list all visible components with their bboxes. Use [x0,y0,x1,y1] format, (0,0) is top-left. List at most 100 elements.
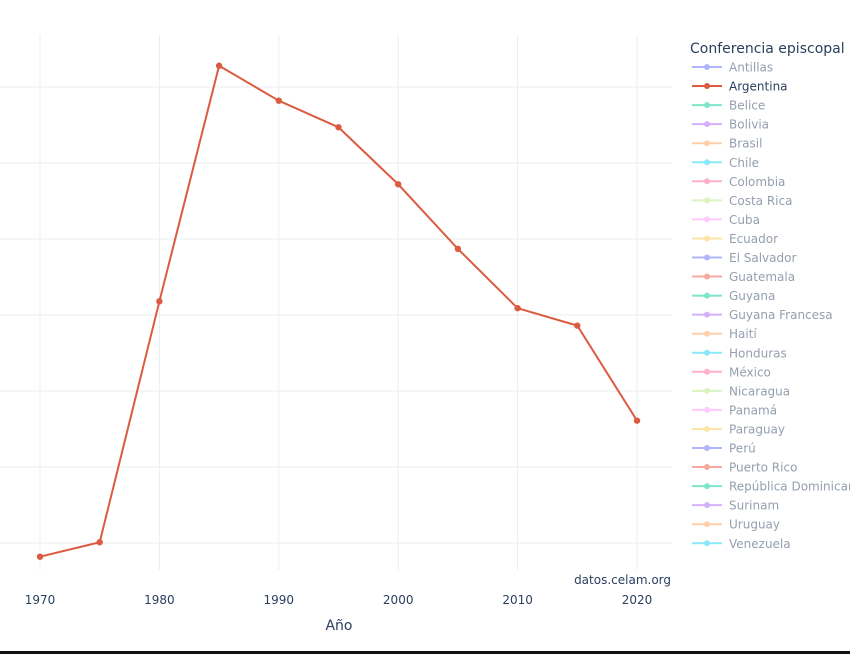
legend-label: Haití [729,327,757,341]
data-point [514,304,521,312]
legend-item[interactable]: Guyana Francesa [692,308,833,322]
legend-item[interactable]: Haití [692,327,757,341]
legend-label: El Salvador [729,251,796,265]
legend-marker-icon [704,140,710,147]
legend-label: Guatemala [729,270,795,284]
legend-marker-icon [704,216,710,223]
source-annotation: datos.celam.org [574,573,671,587]
data-point [275,97,282,104]
legend-marker-icon [704,521,710,528]
legend-item[interactable]: Antillas [692,61,773,75]
legend-item[interactable]: Chile [692,156,759,170]
x-tick-label: 2010 [502,593,533,607]
legend-label: Costa Rica [729,194,792,208]
legend-marker-icon [704,311,710,318]
legend-label: Ecuador [729,232,778,246]
data-point [454,245,462,253]
legend-marker-icon [704,406,710,413]
data-point [395,181,402,188]
legend-label: Antillas [729,61,773,75]
legend-marker-icon [704,197,710,204]
legend-item[interactable]: República Dominicana [692,480,850,494]
legend-item[interactable]: Guatemala [692,270,795,284]
legend-item[interactable]: Panamá [692,403,777,417]
legend-item[interactable]: Brasil [692,137,762,151]
legend-label: Paraguay [729,422,785,436]
legend-label: Argentina [729,80,788,94]
legend-item[interactable]: Costa Rica [692,194,792,208]
legend-marker-icon [704,349,710,356]
legend-label: República Dominicana [729,480,850,494]
series-group [36,62,641,560]
legend-marker-icon [704,102,710,109]
legend-marker-icon [704,368,710,375]
legend-item[interactable]: El Salvador [692,251,796,265]
legend-label: Brasil [729,137,762,151]
legend-marker-icon [704,483,710,490]
legend-marker-icon [704,445,710,451]
legend-item[interactable]: Uruguay [692,518,780,532]
legend-marker-icon [704,502,710,509]
legend-label: Chile [729,156,759,170]
x-axis-ticks: 1970 1980 1990 2000 2010 2020 [25,593,653,607]
legend-item[interactable]: Perú [692,442,756,456]
legend-item[interactable]: Argentina [692,80,788,94]
legend-label: Cuba [729,213,760,227]
legend-label: Venezuela [729,537,791,551]
legend-label: Guyana Francesa [729,308,833,322]
legend-item[interactable]: México [692,365,771,379]
legend-item[interactable]: Cuba [692,213,760,227]
legend-marker-icon [704,464,710,471]
legend-item[interactable]: Honduras [692,346,787,360]
legend-item[interactable]: Paraguay [692,422,785,436]
x-tick-label: 1980 [144,593,175,607]
legend-item[interactable]: Bolivia [692,118,769,132]
legend-item[interactable]: Guyana [692,289,775,303]
legend-marker-icon [704,254,710,261]
legend-item[interactable]: Belice [692,99,765,113]
x-tick-label: 1970 [25,593,56,607]
legend-marker-icon [704,292,710,299]
legend-marker-icon [704,83,710,90]
legend-label: México [729,365,771,379]
legend-label: Panamá [729,403,777,417]
legend-label: Uruguay [729,518,780,532]
legend-title: Conferencia episcopal [690,41,845,57]
legend-marker-icon [704,273,710,280]
legend-label: Puerto Rico [729,461,797,475]
legend-label: Colombia [729,175,785,189]
legend-label: Guyana [729,289,775,303]
legend-label: Perú [729,442,756,456]
legend-label: Honduras [729,346,787,360]
legend-label: Nicaragua [729,384,790,398]
legend-marker-icon [704,64,710,70]
legend-item[interactable]: Nicaragua [692,384,790,398]
legend-marker-icon [704,425,710,432]
legend-item[interactable]: Colombia [692,175,785,189]
legend-marker-icon [704,235,710,242]
legend-marker-icon [704,540,710,547]
bottom-border [0,651,850,654]
legend-item[interactable]: Puerto Rico [692,461,797,475]
legend-label: Belice [729,99,765,113]
data-point [156,298,163,305]
legend-item[interactable]: Surinam [692,499,779,513]
legend: Antillas Argentina Belice Bolivia Brasil Chil… [692,61,850,551]
legend-label: Surinam [729,499,779,513]
series-line-argentina [39,64,638,558]
x-tick-label: 1990 [264,593,295,607]
legend-item[interactable]: Ecuador [692,232,778,246]
data-point [633,417,641,424]
data-point [574,322,581,329]
data-point [215,62,223,69]
legend-item[interactable]: Venezuela [692,537,791,551]
legend-label: Bolivia [729,118,769,132]
legend-marker-icon [704,178,710,185]
legend-marker-icon [704,330,710,337]
data-point [96,539,103,546]
gridlines [0,35,672,570]
legend-marker-icon [704,121,710,128]
x-tick-label: 2020 [622,593,653,607]
